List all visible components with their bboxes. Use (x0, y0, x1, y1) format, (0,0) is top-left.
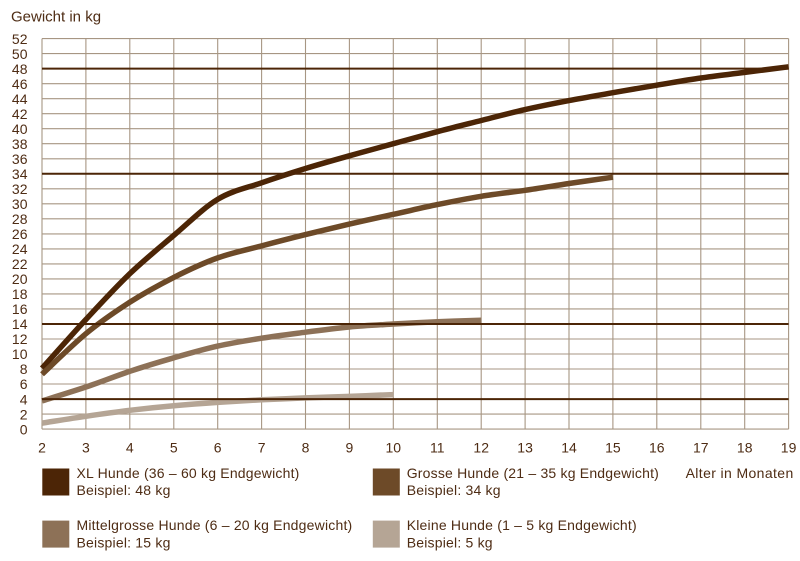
svg-text:26: 26 (12, 226, 28, 242)
svg-text:40: 40 (12, 121, 28, 137)
svg-text:22: 22 (12, 256, 28, 272)
svg-text:XL Hunde (36 – 60 kg Endgewich: XL Hunde (36 – 60 kg Endgewicht) (77, 465, 300, 481)
svg-text:30: 30 (12, 196, 28, 212)
svg-text:20: 20 (12, 271, 28, 287)
svg-text:13: 13 (517, 440, 533, 456)
svg-text:9: 9 (346, 440, 354, 456)
svg-text:0: 0 (20, 421, 28, 437)
svg-text:24: 24 (12, 241, 28, 257)
svg-text:36: 36 (12, 151, 28, 167)
svg-text:18: 18 (737, 440, 753, 456)
svg-text:8: 8 (302, 440, 310, 456)
svg-text:14: 14 (12, 316, 28, 332)
svg-text:Beispiel: 48 kg: Beispiel: 48 kg (77, 482, 171, 498)
svg-text:4: 4 (20, 391, 28, 407)
svg-text:28: 28 (12, 211, 28, 227)
svg-text:11: 11 (430, 440, 445, 456)
svg-text:16: 16 (649, 440, 665, 456)
svg-text:8: 8 (20, 361, 28, 377)
svg-text:6: 6 (20, 376, 28, 392)
svg-text:Beispiel: 15 kg: Beispiel: 15 kg (77, 534, 171, 550)
svg-text:16: 16 (12, 301, 28, 317)
svg-text:17: 17 (693, 440, 709, 456)
svg-text:12: 12 (473, 440, 489, 456)
svg-text:46: 46 (12, 76, 28, 92)
svg-text:Grosse Hunde (21 – 35 kg Endge: Grosse Hunde (21 – 35 kg Endgewicht) (407, 465, 659, 481)
svg-text:Alter in Monaten: Alter in Monaten (686, 465, 794, 481)
svg-text:32: 32 (12, 181, 28, 197)
svg-text:19: 19 (781, 440, 797, 456)
svg-text:Beispiel: 34 kg: Beispiel: 34 kg (407, 482, 501, 498)
svg-text:34: 34 (12, 166, 28, 182)
svg-text:18: 18 (12, 286, 28, 302)
svg-text:48: 48 (12, 61, 28, 77)
svg-text:15: 15 (605, 440, 621, 456)
svg-text:7: 7 (258, 440, 266, 456)
svg-text:38: 38 (12, 136, 28, 152)
svg-text:6: 6 (214, 440, 222, 456)
svg-text:14: 14 (561, 440, 577, 456)
svg-text:50: 50 (12, 46, 28, 62)
svg-text:2: 2 (38, 440, 46, 456)
svg-text:Mittelgrosse Hunde (6 – 20 kg: Mittelgrosse Hunde (6 – 20 kg Endgewicht… (77, 517, 353, 533)
svg-text:2: 2 (20, 406, 28, 422)
svg-text:Gewicht in kg: Gewicht in kg (11, 8, 101, 25)
svg-text:3: 3 (82, 440, 90, 456)
svg-text:42: 42 (12, 106, 28, 122)
svg-text:4: 4 (126, 440, 134, 456)
svg-text:52: 52 (12, 31, 28, 47)
svg-text:10: 10 (12, 346, 28, 362)
svg-text:Kleine Hunde (1 – 5 kg Endgewi: Kleine Hunde (1 – 5 kg Endgewicht) (407, 517, 637, 533)
svg-text:12: 12 (12, 331, 28, 347)
svg-text:10: 10 (386, 440, 402, 456)
svg-text:44: 44 (12, 91, 28, 107)
svg-text:5: 5 (170, 440, 178, 456)
svg-text:Beispiel: 5 kg: Beispiel: 5 kg (407, 534, 493, 550)
